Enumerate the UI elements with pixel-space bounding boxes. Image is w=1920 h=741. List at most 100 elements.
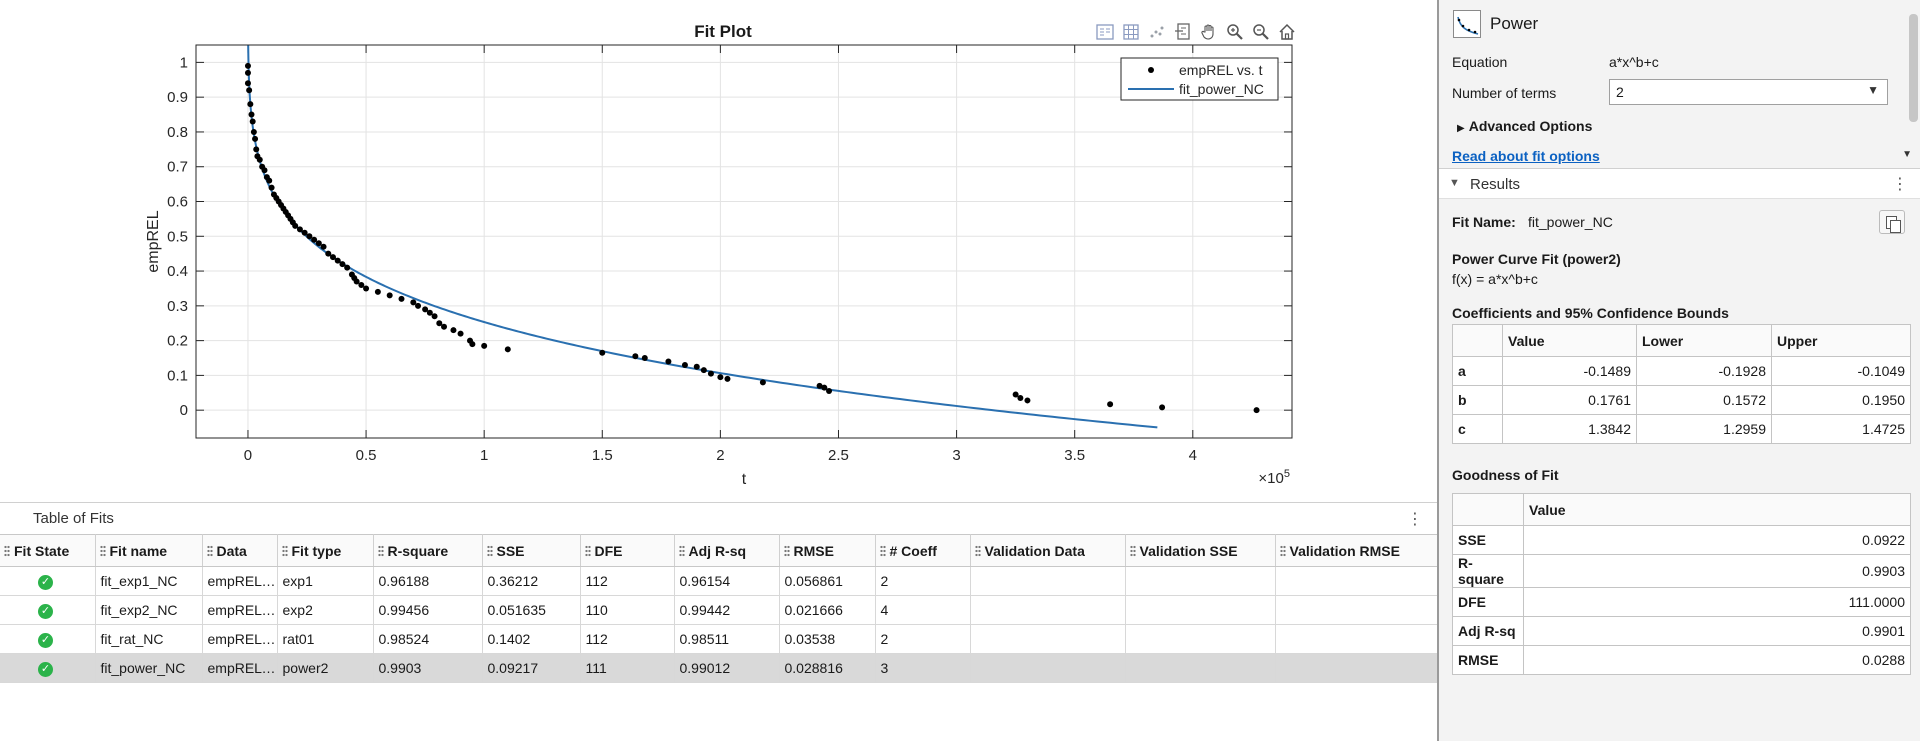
table-cell <box>970 595 1126 625</box>
table-of-fits-menu-icon[interactable]: ⋮ <box>1407 511 1423 528</box>
column-header[interactable]: Data <box>202 534 278 567</box>
column-header[interactable]: Validation SSE <box>1125 534 1276 567</box>
column-header[interactable]: RMSE <box>779 534 876 567</box>
table-cell: 2 <box>875 624 971 654</box>
table-cell: fit_rat_NC <box>95 624 203 654</box>
home-icon[interactable] <box>1276 21 1298 43</box>
row-header: c <box>1452 414 1503 444</box>
table-row: b 0.1761 0.1572 0.1950 <box>1452 385 1911 415</box>
column-header-label: R-square <box>387 542 449 559</box>
legend-label-fit: fit_power_NC <box>1179 81 1264 97</box>
data-point <box>358 281 365 288</box>
table-cell: 0.1402 <box>482 624 581 654</box>
collapse-caret-icon[interactable]: ▼ <box>1449 177 1460 189</box>
y-tick-label: 0.5 <box>167 228 188 245</box>
pan-icon[interactable] <box>1198 21 1220 43</box>
drag-grip-icon[interactable] <box>206 544 213 557</box>
fit-plot-chart[interactable]: 0 0.5 1 1.5 2 2.5 3 3.5 4 0 0.1 0.2 0.3 0.4 0.5 0.6 0.7 0… <box>0 0 1437 500</box>
drag-grip-icon[interactable] <box>281 544 288 557</box>
drag-grip-icon[interactable] <box>584 544 591 557</box>
column-header-label: SSE <box>496 542 525 559</box>
drag-grip-icon[interactable] <box>783 544 790 557</box>
fit-name-label: Fit Name: <box>1452 214 1516 230</box>
data-point <box>426 309 433 316</box>
drag-grip-icon[interactable] <box>974 544 981 557</box>
table-cell <box>1275 566 1438 596</box>
data-cursor-icon[interactable] <box>1146 21 1168 43</box>
column-header[interactable]: # Coeff <box>875 534 971 567</box>
table-cell <box>1275 624 1438 654</box>
table-cell: -0.1049 <box>1771 356 1911 386</box>
zoom-out-icon[interactable] <box>1250 21 1272 43</box>
exclude-icon[interactable] <box>1172 21 1194 43</box>
drag-grip-icon[interactable] <box>678 544 685 557</box>
row-header: b <box>1452 385 1503 415</box>
data-point <box>266 177 273 184</box>
data-point <box>681 361 688 368</box>
table-row: DFE 111.0000 <box>1452 587 1911 617</box>
y-tick-label: 0.9 <box>167 89 188 106</box>
data-point <box>759 379 766 386</box>
x-tick-label: 2.5 <box>828 447 849 464</box>
drag-grip-icon[interactable] <box>99 544 106 557</box>
results-section-header[interactable]: ▼ Results ⋮ <box>1439 168 1920 199</box>
grid-icon[interactable] <box>1120 21 1142 43</box>
legend-icon[interactable] <box>1094 21 1116 43</box>
advanced-options-toggle[interactable]: ▶ Advanced Options <box>1457 118 1592 134</box>
copy-results-button[interactable] <box>1879 210 1905 234</box>
zoom-in-icon[interactable] <box>1224 21 1246 43</box>
x-tick-label: 3 <box>952 447 960 464</box>
results-menu-icon[interactable]: ⋮ <box>1892 176 1908 193</box>
column-header[interactable]: DFE <box>580 534 675 567</box>
drag-grip-icon[interactable] <box>377 544 384 557</box>
table-cell <box>1125 595 1276 625</box>
drag-grip-icon[interactable] <box>1279 544 1286 557</box>
drag-grip-icon[interactable] <box>4 544 10 557</box>
column-header[interactable]: Validation RMSE <box>1275 534 1438 567</box>
row-header: RMSE <box>1452 645 1524 675</box>
fits-table-header-row: Fit State Fit name Data Fit type R-square SSE… <box>0 534 1438 567</box>
drag-grip-icon[interactable] <box>1129 544 1136 557</box>
column-header[interactable]: Adj R-sq <box>674 534 780 567</box>
data-point <box>363 285 370 292</box>
data-point <box>325 250 332 257</box>
drag-grip-icon[interactable] <box>486 544 493 557</box>
column-header[interactable]: R-square <box>373 534 483 567</box>
number-of-terms-select[interactable]: 2 ▼ <box>1609 79 1888 105</box>
scroll-down-arrow-icon[interactable]: ▼ <box>1902 149 1912 160</box>
column-header[interactable]: Fit State <box>0 534 96 567</box>
column-header-label: Fit State <box>14 542 70 559</box>
table-cell: 0.028816 <box>779 653 876 683</box>
table-cell <box>1125 566 1276 596</box>
table-cell: 0.98511 <box>674 624 780 654</box>
data-point <box>481 342 488 349</box>
column-header[interactable]: Validation Data <box>970 534 1126 567</box>
x-tick-label: 1 <box>480 447 488 464</box>
table-row: R-square 0.9903 <box>1452 554 1911 588</box>
column-header[interactable]: SSE <box>482 534 581 567</box>
fit-options-scrollbar[interactable] <box>1909 14 1918 122</box>
panel-splitter[interactable] <box>1437 0 1439 741</box>
column-header: Value <box>1523 493 1911 526</box>
data-point <box>256 156 263 163</box>
data-point <box>665 358 672 365</box>
power-fit-icon[interactable] <box>1453 10 1481 38</box>
column-header[interactable]: Fit name <box>95 534 203 567</box>
data-point <box>353 278 360 285</box>
row-header: R-square <box>1452 554 1524 588</box>
check-circle-icon: ✓ <box>38 575 53 590</box>
read-about-fit-options-link[interactable]: Read about fit options <box>1452 148 1600 164</box>
check-circle-icon: ✓ <box>38 662 53 677</box>
data-point <box>1107 401 1114 408</box>
drag-grip-icon[interactable] <box>879 544 886 557</box>
data-point <box>436 320 443 327</box>
data-point <box>248 111 255 118</box>
column-header[interactable]: Fit type <box>277 534 374 567</box>
data-point <box>398 295 405 302</box>
data-point <box>821 384 828 391</box>
legend-box <box>1120 57 1279 101</box>
